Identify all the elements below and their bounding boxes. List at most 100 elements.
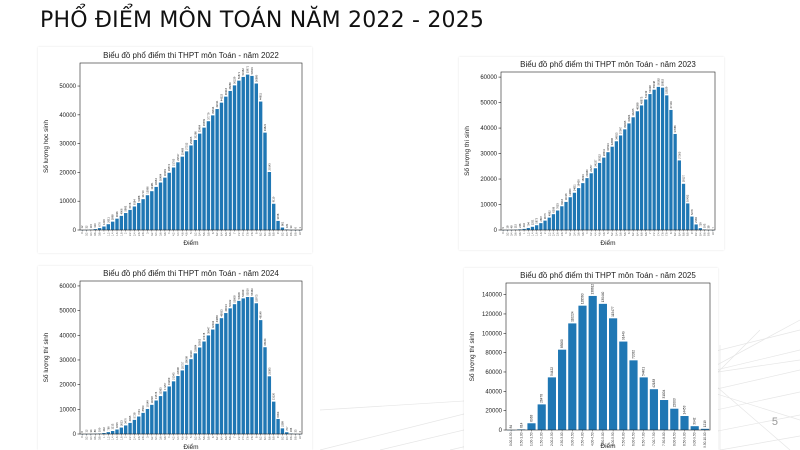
bar-value-label: 13481 (150, 182, 154, 190)
bar-value-label: 26478 (540, 394, 544, 403)
bar (245, 74, 250, 230)
bar (237, 300, 241, 434)
bar-value-label: 760 (106, 426, 110, 431)
bar-value-label: 84 (509, 425, 513, 429)
bar-value-label: 18394 (581, 174, 585, 182)
bar-value-label: 52608 (233, 295, 237, 303)
bar-value-label: 27305 (677, 151, 681, 159)
bar-value-label: 50880 (254, 74, 258, 82)
bar-value-label: 8164 (132, 199, 136, 205)
bar (202, 127, 206, 230)
x-tick-label: 1.6 (116, 232, 119, 236)
bar-value-label: 190 (98, 427, 102, 432)
x-tick-label: 7.4 (242, 232, 245, 236)
slide-title: PHỔ ĐIỂM MÔN TOÁN NĂM 2022 - 2025 (40, 8, 485, 33)
chart-title: Biểu đồ phổ điểm thi THPT môn Toán - năm… (103, 51, 279, 60)
x-axis-label: Điểm (183, 443, 198, 450)
bar-value-label: 1213 (111, 423, 115, 429)
bar-value-label: 19874 (167, 164, 171, 172)
x-tick-label: 4.00-4.50 (591, 432, 595, 446)
x-tick-label: 0 (502, 232, 505, 234)
x-tick-label: 2.50-3.00 (560, 432, 564, 446)
x-tick-label: 9.2 (281, 436, 284, 440)
x-tick-label: 6.4 (636, 232, 639, 236)
bar-value-label: 54949 (241, 289, 245, 297)
bar (543, 220, 547, 230)
bar (193, 353, 198, 434)
bar (677, 160, 681, 230)
bar (132, 419, 137, 434)
x-tick-label: 5.4 (615, 232, 618, 236)
x-tick-label: 7.8 (666, 232, 669, 236)
bar (629, 360, 638, 430)
bar (547, 377, 556, 430)
x-tick-label: 3.4 (573, 232, 576, 236)
y-tick-label: 20000 (59, 383, 76, 389)
chart-2024: Biểu đồ phổ điểm thi THPT môn Toán - năm… (41, 269, 303, 450)
bar-value-label: 23517 (176, 153, 180, 161)
x-tick-label: 1 (103, 436, 106, 438)
y-tick-label: 140000 (482, 293, 503, 299)
x-tick-label: 3 (565, 232, 568, 234)
bar (254, 83, 258, 230)
x-tick-label: 5 (607, 232, 610, 234)
x-tick-label: 8.2 (674, 232, 677, 236)
x-tick-label: 4.4 (594, 232, 597, 236)
bar (215, 323, 219, 434)
bar (578, 305, 587, 430)
bar-value-label: 52973 (254, 294, 258, 302)
x-tick-label: 4.8 (603, 232, 606, 236)
bar-value-label: 4906 (119, 208, 123, 214)
x-tick-label: 2.4 (552, 232, 555, 236)
x-tick-label: 9.4 (286, 232, 289, 236)
y-tick-label: 10000 (59, 407, 76, 413)
bar (280, 227, 285, 230)
bar-value-label: 4862 (547, 210, 551, 216)
bar (232, 304, 237, 434)
x-tick-label: 6 (628, 232, 631, 234)
bar (250, 297, 254, 434)
plot-frame (505, 282, 711, 431)
bar (241, 76, 245, 230)
x-tick-label: 7.2 (238, 232, 241, 236)
bar-value-label: 402 (102, 427, 106, 432)
plot-frame (79, 62, 303, 231)
bar-value-label: 7 (711, 226, 715, 228)
bar-value-label: 246 (518, 223, 522, 228)
bar (681, 183, 686, 230)
x-tick-label: 6 (212, 436, 215, 438)
y-tick-label: 30000 (59, 358, 76, 364)
bar-value-label: 53162 (241, 68, 245, 76)
x-tick-label: 2 (125, 232, 128, 234)
bar-value-label: 30320 (189, 350, 193, 358)
x-tick-label: 3 (146, 232, 149, 234)
bar-value-label: 12086 (145, 186, 149, 194)
bar (585, 178, 589, 230)
x-tick-label: 6 (212, 232, 215, 234)
x-tick-label: 3.00-3.50 (570, 432, 574, 446)
bar (530, 226, 535, 230)
bar-value-label: 33 (289, 225, 293, 228)
bar-value-label: 39495 (623, 120, 627, 128)
x-tick-label: 5.4 (199, 232, 202, 236)
x-tick-label: 6.50-7.00 (642, 432, 646, 446)
y-axis-label: Số lượng học sinh (41, 120, 50, 173)
x-tick-label: 7.6 (247, 232, 250, 236)
bar-value-label: 729 (698, 222, 702, 227)
bar-value-label: 35052 (198, 338, 202, 346)
bar (588, 295, 597, 430)
bar-value-label: 6 (80, 430, 84, 432)
x-tick-label: 2.4 (133, 232, 136, 236)
x-tick-label: 2.8 (142, 436, 145, 440)
bar (180, 370, 184, 434)
bar (267, 376, 272, 434)
bar (93, 229, 97, 230)
x-tick-label: 6.8 (645, 232, 648, 236)
bar-value-label: 2613 (119, 420, 123, 426)
bar-value-label: 27312 (185, 142, 189, 150)
x-tick-label: 4.6 (599, 232, 602, 236)
bar (602, 157, 606, 230)
x-tick-label: 0.4 (510, 232, 513, 236)
x-tick-label: 3 (146, 436, 149, 438)
bar-value-label: 42011 (215, 100, 219, 108)
